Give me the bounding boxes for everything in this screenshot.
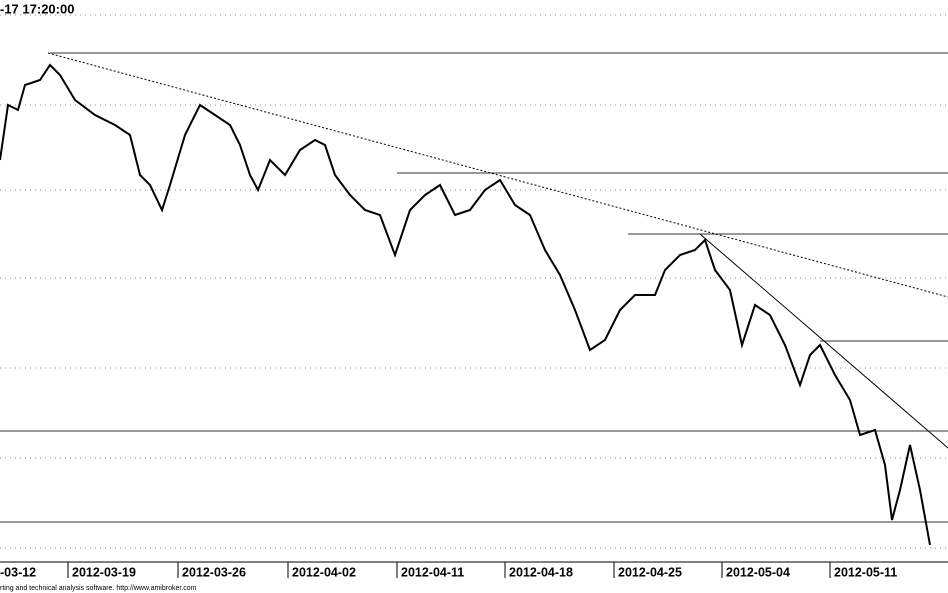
x-tick-label: 2012-04-25 xyxy=(618,565,682,579)
price-line xyxy=(0,63,931,546)
x-tick-label: 2012-03-26 xyxy=(182,565,246,579)
x-tick-label: 2012-04-02 xyxy=(292,565,356,579)
x-tick-label: 2012-03-19 xyxy=(72,565,136,579)
footer: rting and technical analysis software. h… xyxy=(0,585,197,592)
chart-title: -17 17:20:00 xyxy=(0,1,74,16)
x-tick-label: -03-12 xyxy=(0,565,36,579)
x-tick-label: 2012-04-11 xyxy=(401,565,464,579)
x-tick-label: 2012-05-04 xyxy=(726,565,790,579)
x-tick-label: 2012-04-18 xyxy=(509,565,573,579)
trend-line xyxy=(699,233,948,449)
x-tick-label: 2012-05-11 xyxy=(834,565,897,579)
trend-line xyxy=(47,52,948,298)
